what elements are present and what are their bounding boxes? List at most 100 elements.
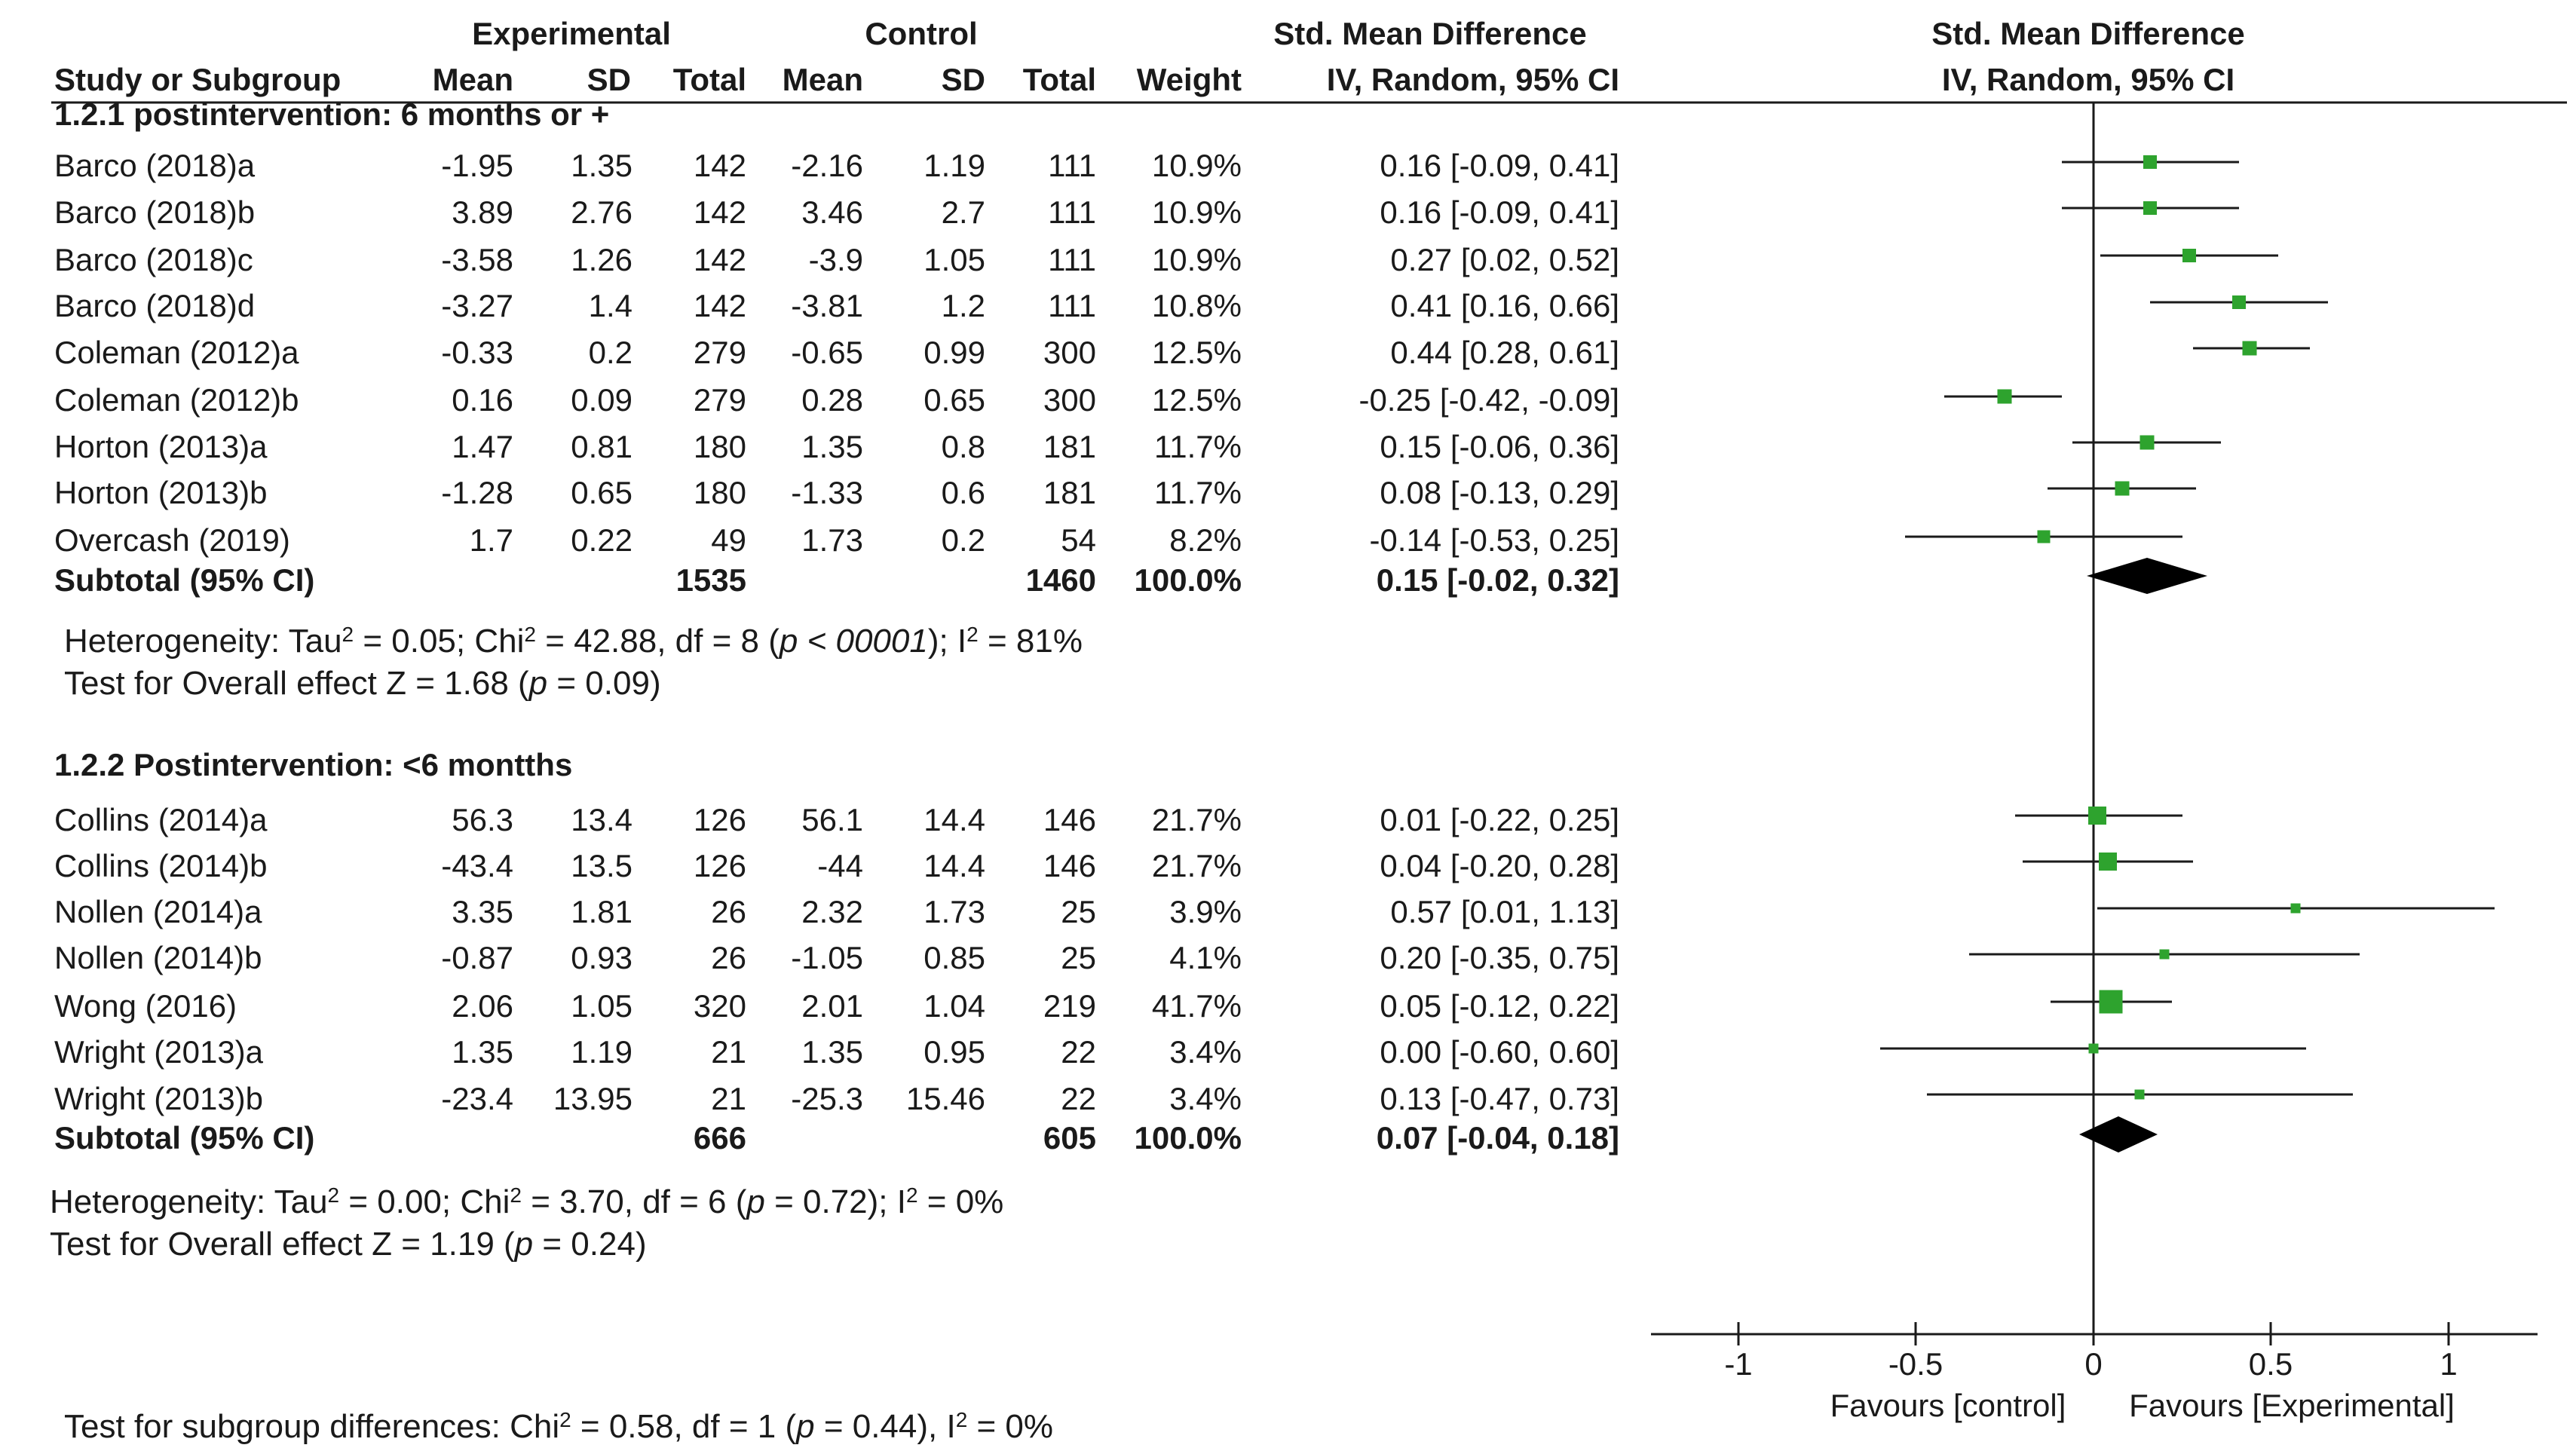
study-name: Wright (2013)a (54, 1034, 264, 1070)
subgroup-differences-text-part-2: = 0.58, df = 1 ( (571, 1408, 797, 1445)
cell-c-sd: 14.4 (924, 848, 985, 883)
subtotal-ci: 0.15 [-0.02, 0.32] (1376, 562, 1619, 598)
cell-ci: -0.25 [-0.42, -0.09] (1358, 382, 1619, 418)
cell-c-total: 111 (1048, 288, 1096, 323)
x-tick-label: 1 (2440, 1346, 2458, 1382)
cell-c-total: 22 (1061, 1081, 1096, 1116)
cell-weight: 10.9% (1151, 242, 1242, 277)
cell-c-total: 54 (1061, 522, 1096, 558)
col-study: Study or Subgroup (54, 62, 342, 97)
overall-effect-text-part-1: p (514, 1226, 534, 1263)
cell-e-sd: 0.2 (588, 335, 633, 370)
col-e-mean: Mean (432, 62, 513, 97)
cell-weight: 10.9% (1151, 148, 1242, 183)
cell-weight: 3.4% (1169, 1034, 1242, 1070)
cell-e-mean: 1.47 (452, 429, 513, 464)
cell-weight: 11.7% (1154, 475, 1242, 510)
cell-c-mean: 1.35 (801, 1034, 863, 1070)
cell-e-sd: 1.35 (571, 148, 633, 183)
subgroup-differences-text-part-4: = 0.44), I (814, 1408, 956, 1445)
cell-ci: 0.27 [0.02, 0.52] (1390, 242, 1619, 277)
cell-c-sd: 0.95 (924, 1034, 985, 1070)
heterogeneity-text-part-7: 2 (905, 1183, 918, 1207)
heterogeneity-text-part-8: = 81% (978, 623, 1083, 660)
cell-c-mean: -2.16 (791, 148, 863, 183)
heterogeneity-text-part-1: 2 (327, 1183, 340, 1207)
study-marker (2099, 990, 2123, 1014)
cell-ci: 0.13 [-0.47, 0.73] (1380, 1081, 1619, 1116)
cell-weight: 10.9% (1151, 194, 1242, 230)
cell-e-total: 279 (693, 335, 746, 370)
heterogeneity-text-part-4: = 3.70, df = 6 ( (521, 1183, 747, 1220)
cell-e-total: 21 (711, 1034, 746, 1070)
overall-effect-text: Test for Overall effect Z = 1.68 (p = 0.… (64, 667, 661, 700)
cell-e-mean: 2.06 (452, 988, 513, 1024)
cell-e-sd: 1.19 (571, 1034, 633, 1070)
group-title: 1.2.1 postintervention: 6 months or + (54, 96, 610, 132)
overall-effect-text-part-1: p (528, 665, 548, 702)
cell-c-mean: -3.81 (791, 288, 863, 323)
cell-e-sd: 0.65 (571, 475, 633, 510)
heterogeneity-text-part-6: ); I (927, 623, 967, 660)
study-name: Horton (2013)b (54, 475, 268, 510)
cell-c-total: 25 (1061, 894, 1096, 929)
overall-effect-text: Test for Overall effect Z = 1.19 (p = 0.… (50, 1228, 647, 1261)
subtotal-weight: 100.0% (1134, 562, 1242, 598)
cell-e-sd: 1.26 (571, 242, 633, 277)
col-e-total: Total (672, 62, 746, 97)
cell-e-mean: 3.35 (452, 894, 513, 929)
cell-c-total: 300 (1043, 382, 1096, 418)
study-name: Collins (2014)b (54, 848, 268, 883)
study-marker (2143, 155, 2157, 169)
cell-c-sd: 0.99 (924, 335, 985, 370)
cell-c-sd: 0.8 (941, 429, 985, 464)
cell-c-sd: 1.04 (924, 988, 985, 1024)
subgroup-differences-text-part-3: p (796, 1408, 815, 1445)
cell-ci: 0.00 [-0.60, 0.60] (1380, 1034, 1619, 1070)
cell-e-mean: 56.3 (452, 802, 513, 837)
col-c-sd: SD (941, 62, 985, 97)
cell-c-mean: -1.05 (791, 940, 863, 975)
cell-c-total: 219 (1043, 988, 1096, 1024)
heterogeneity-text-part-1: 2 (342, 623, 354, 646)
study-marker (2242, 341, 2257, 356)
cell-c-total: 181 (1043, 475, 1096, 510)
cell-ci: 0.01 [-0.22, 0.25] (1380, 802, 1619, 837)
study-marker (2143, 201, 2157, 215)
cell-c-sd: 2.7 (941, 194, 985, 230)
header-smd: Std. Mean Difference (1273, 16, 1587, 51)
cell-c-mean: -25.3 (791, 1081, 863, 1116)
cell-c-sd: 0.85 (924, 940, 985, 975)
cell-e-total: 142 (693, 242, 746, 277)
subtotal-weight: 100.0% (1134, 1120, 1242, 1156)
heterogeneity-text-part-0: Heterogeneity: Tau (50, 1183, 328, 1220)
cell-e-sd: 1.4 (588, 288, 633, 323)
plot-method: IV, Random, 95% CI (1941, 62, 2235, 97)
cell-e-sd: 13.95 (553, 1081, 633, 1116)
cell-e-sd: 0.09 (571, 382, 633, 418)
cell-ci: 0.08 [-0.13, 0.29] (1380, 475, 1619, 510)
overall-effect-text-part-2: = 0.24) (533, 1226, 647, 1263)
study-name: Barco (2018)c (54, 242, 253, 277)
subtotal-diamond (2087, 558, 2207, 594)
cell-c-mean: -0.65 (791, 335, 863, 370)
cell-ci: 0.20 [-0.35, 0.75] (1380, 940, 1619, 975)
cell-c-sd: 14.4 (924, 802, 985, 837)
cell-e-mean: -43.4 (441, 848, 513, 883)
cell-c-total: 146 (1043, 802, 1096, 837)
cell-c-mean: -1.33 (791, 475, 863, 510)
cell-e-sd: 1.81 (571, 894, 633, 929)
x-tick-label: -1 (1724, 1346, 1753, 1382)
cell-e-sd: 0.93 (571, 940, 633, 975)
cell-weight: 11.7% (1154, 429, 1242, 464)
cell-weight: 12.5% (1151, 382, 1242, 418)
cell-ci: 0.44 [0.28, 0.61] (1390, 335, 1619, 370)
subtotal-ci: 0.07 [-0.04, 0.18] (1376, 1120, 1619, 1156)
study-name: Coleman (2012)b (54, 382, 299, 418)
cell-ci: 0.57 [0.01, 1.13] (1390, 894, 1619, 929)
col-c-total: Total (1022, 62, 1096, 97)
heterogeneity-text-part-4: = 42.88, df = 8 ( (535, 623, 780, 660)
study-marker (2182, 249, 2196, 262)
study-marker (2037, 530, 2051, 543)
